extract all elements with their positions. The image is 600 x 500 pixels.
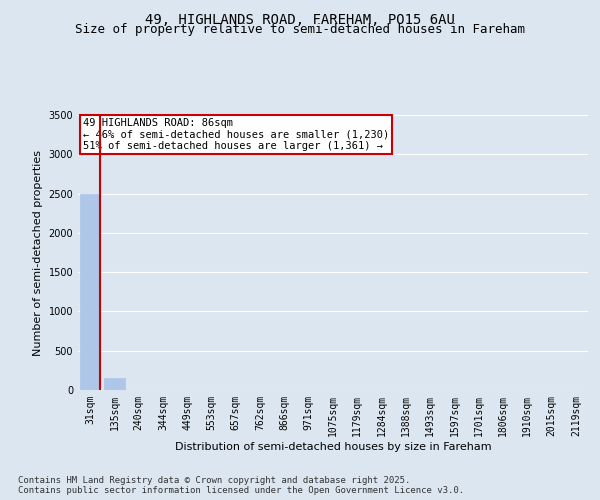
- Text: Contains HM Land Registry data © Crown copyright and database right 2025.
Contai: Contains HM Land Registry data © Crown c…: [18, 476, 464, 495]
- Text: 49, HIGHLANDS ROAD, FAREHAM, PO15 6AU: 49, HIGHLANDS ROAD, FAREHAM, PO15 6AU: [145, 12, 455, 26]
- Y-axis label: Number of semi-detached properties: Number of semi-detached properties: [33, 150, 43, 356]
- Bar: [104, 378, 125, 390]
- Text: 49 HIGHLANDS ROAD: 86sqm
← 46% of semi-detached houses are smaller (1,230)
51% o: 49 HIGHLANDS ROAD: 86sqm ← 46% of semi-d…: [83, 118, 389, 151]
- Bar: [80, 194, 100, 390]
- X-axis label: Distribution of semi-detached houses by size in Fareham: Distribution of semi-detached houses by …: [175, 442, 491, 452]
- Text: Size of property relative to semi-detached houses in Fareham: Size of property relative to semi-detach…: [75, 22, 525, 36]
